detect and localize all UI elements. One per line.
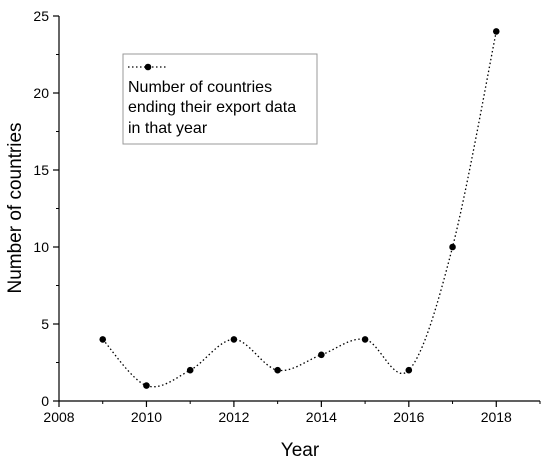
legend-label-line-2: ending their export data <box>128 99 296 116</box>
legend-marker <box>144 63 152 71</box>
x-tick-label: 2012 <box>218 409 249 425</box>
legend-label-line-3: in that year <box>128 120 208 137</box>
y-axis-ticks: 0 5 10 15 20 25 <box>33 8 59 409</box>
data-point <box>405 366 413 374</box>
x-tick-label: 2010 <box>131 409 162 425</box>
y-tick-label: 20 <box>33 85 49 101</box>
data-point <box>230 336 238 343</box>
y-tick-label: 10 <box>33 239 49 255</box>
data-point <box>318 351 325 359</box>
legend: Number of countries ending their export … <box>122 53 318 145</box>
data-point <box>143 382 150 389</box>
x-tick-label: 2014 <box>306 409 337 425</box>
series-points <box>99 28 500 389</box>
x-tick-label: 2018 <box>481 409 512 425</box>
y-tick-label: 25 <box>33 8 49 24</box>
data-point <box>361 336 369 343</box>
data-point <box>449 243 456 251</box>
data-point <box>492 28 500 35</box>
legend-label-line-1: Number of countries <box>128 79 272 96</box>
y-tick-label: 0 <box>41 393 49 409</box>
y-axis-title: Number of countries <box>5 122 26 293</box>
x-axis-ticks: 2008 2010 2012 2014 2016 2018 <box>43 401 541 425</box>
x-tick-label: 2016 <box>393 409 424 425</box>
legend-box <box>122 53 318 145</box>
x-axis-title: Year <box>281 440 320 461</box>
x-tick-label: 2008 <box>43 409 74 425</box>
data-point <box>186 366 194 374</box>
data-point <box>99 336 107 343</box>
y-tick-label: 15 <box>33 162 49 178</box>
data-point <box>274 366 281 374</box>
y-tick-label: 5 <box>41 316 49 332</box>
